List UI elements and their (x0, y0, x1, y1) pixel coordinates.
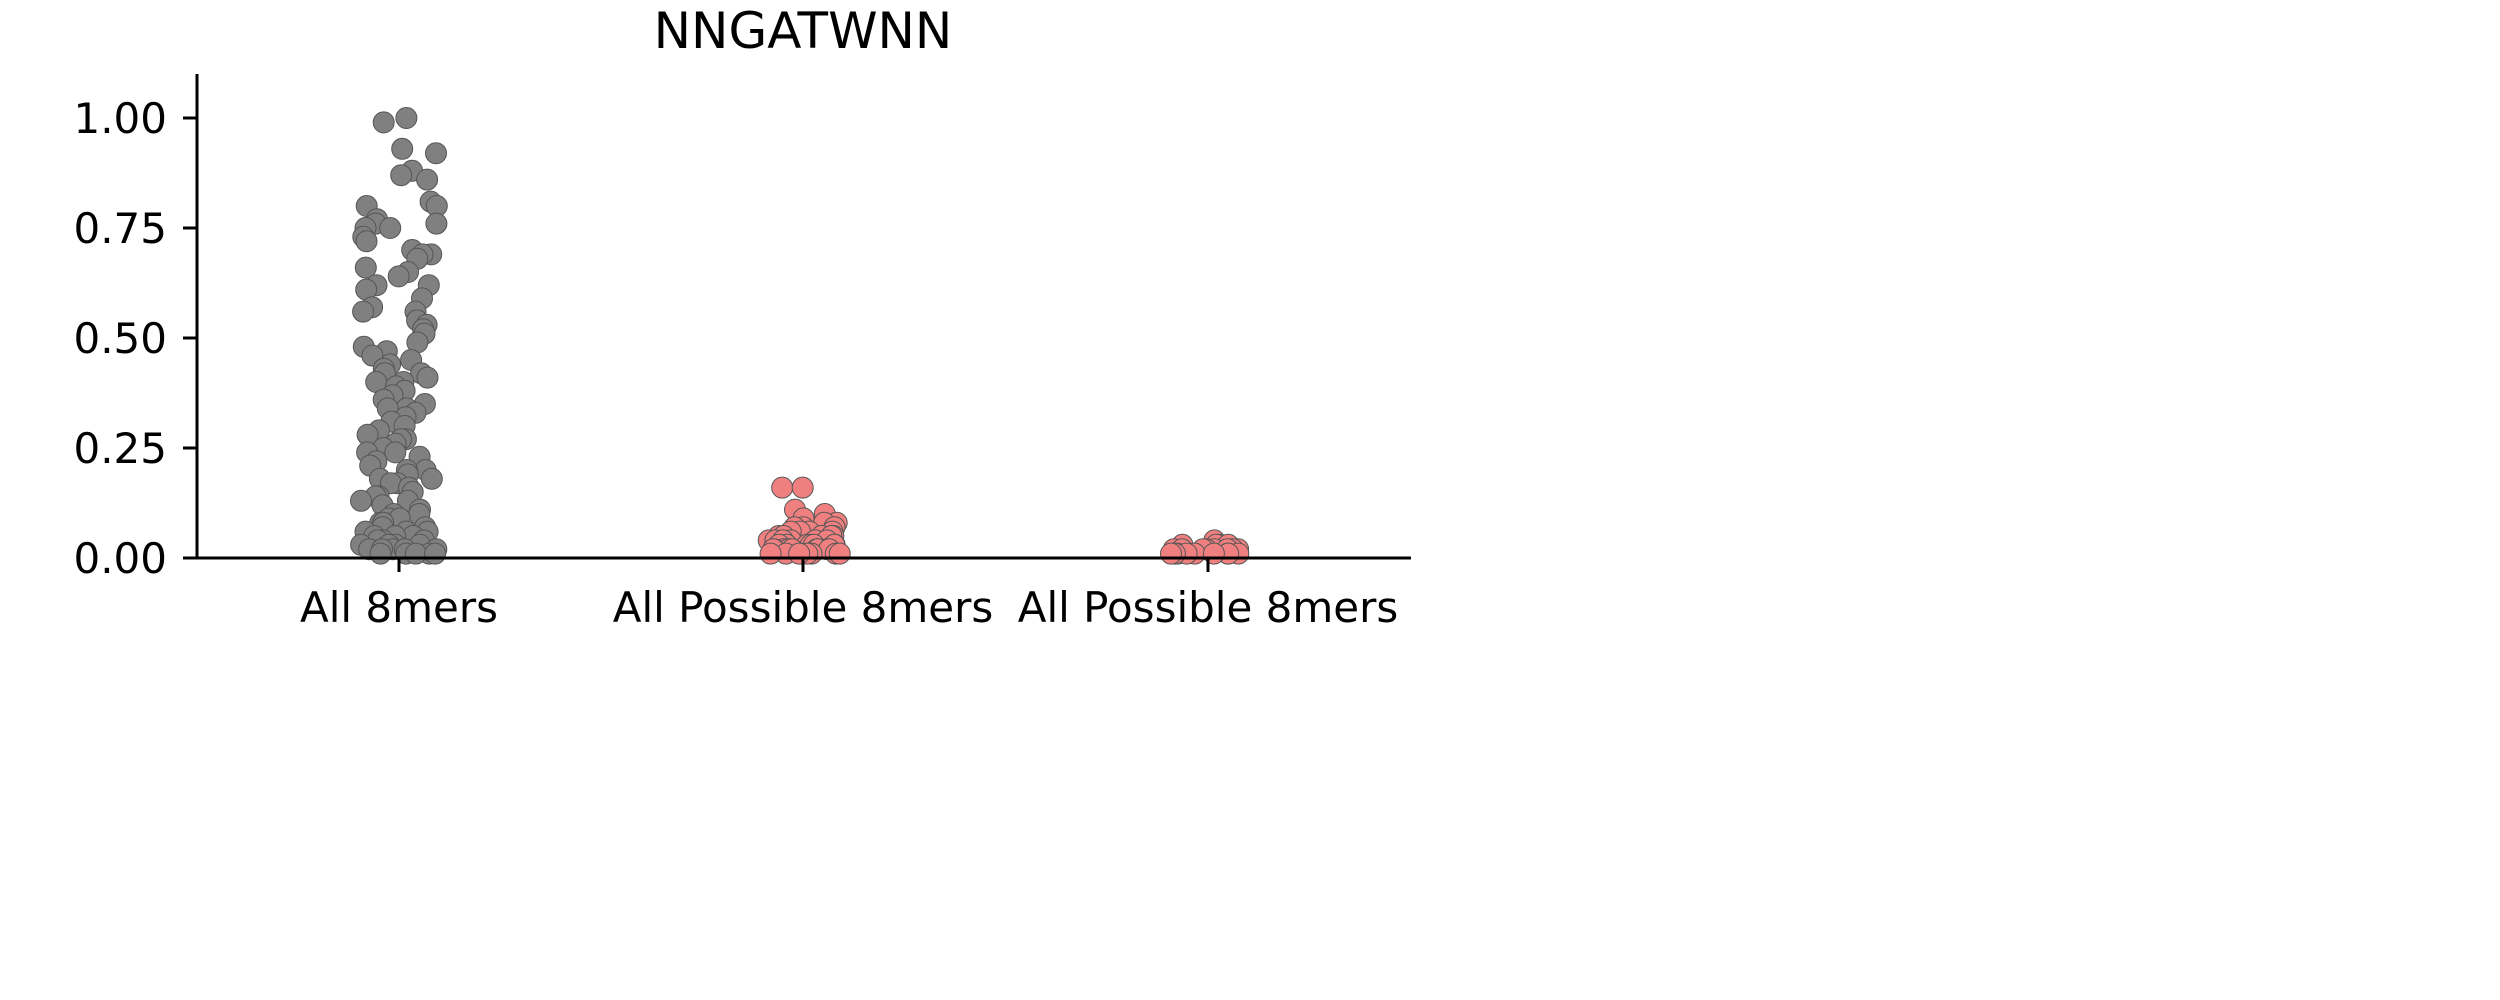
data-points (350, 107, 1250, 565)
data-point (404, 542, 427, 565)
x-tick-label: All 8mers (300, 583, 498, 632)
data-point (416, 366, 439, 389)
chart-title: NNGATWNN (654, 2, 953, 60)
data-point (395, 107, 418, 129)
data-point (1160, 542, 1182, 565)
y-tick-label: 1.00 (73, 94, 167, 143)
data-point (352, 300, 375, 323)
strip-chart: NNGATWNN 0.000.250.500.751.00 All 8mers A… (73, 2, 1411, 632)
data-point (788, 542, 811, 565)
y-axis: 0.00 0.25 0.50 0.75 1.00 (73, 74, 199, 583)
y-tick-label: 0.00 (73, 534, 167, 583)
data-point (379, 217, 402, 239)
data-point (416, 168, 439, 191)
data-point (384, 441, 407, 464)
data-point (391, 137, 414, 160)
y-tick-label: 0.75 (73, 204, 167, 253)
data-point (791, 476, 814, 499)
data-point (425, 212, 448, 235)
data-point (369, 542, 392, 565)
y-tick-label: 0.50 (73, 314, 167, 363)
data-point (372, 111, 395, 134)
data-point (354, 256, 377, 279)
data-point (828, 542, 851, 565)
data-point (425, 142, 447, 165)
y-tick-label: 0.25 (73, 424, 167, 473)
x-tick-label: All Possible 8mers (1018, 583, 1399, 632)
x-axis: All 8mers All Possible 8mers All Possible … (197, 556, 1411, 632)
data-point (350, 489, 372, 512)
data-point (420, 467, 443, 490)
data-point (390, 164, 413, 187)
x-tick-label: All Possible 8mers (613, 583, 994, 632)
data-point (387, 265, 410, 288)
data-point (771, 476, 794, 499)
data-point (759, 542, 782, 565)
data-point (355, 230, 378, 253)
data-point (424, 542, 447, 565)
